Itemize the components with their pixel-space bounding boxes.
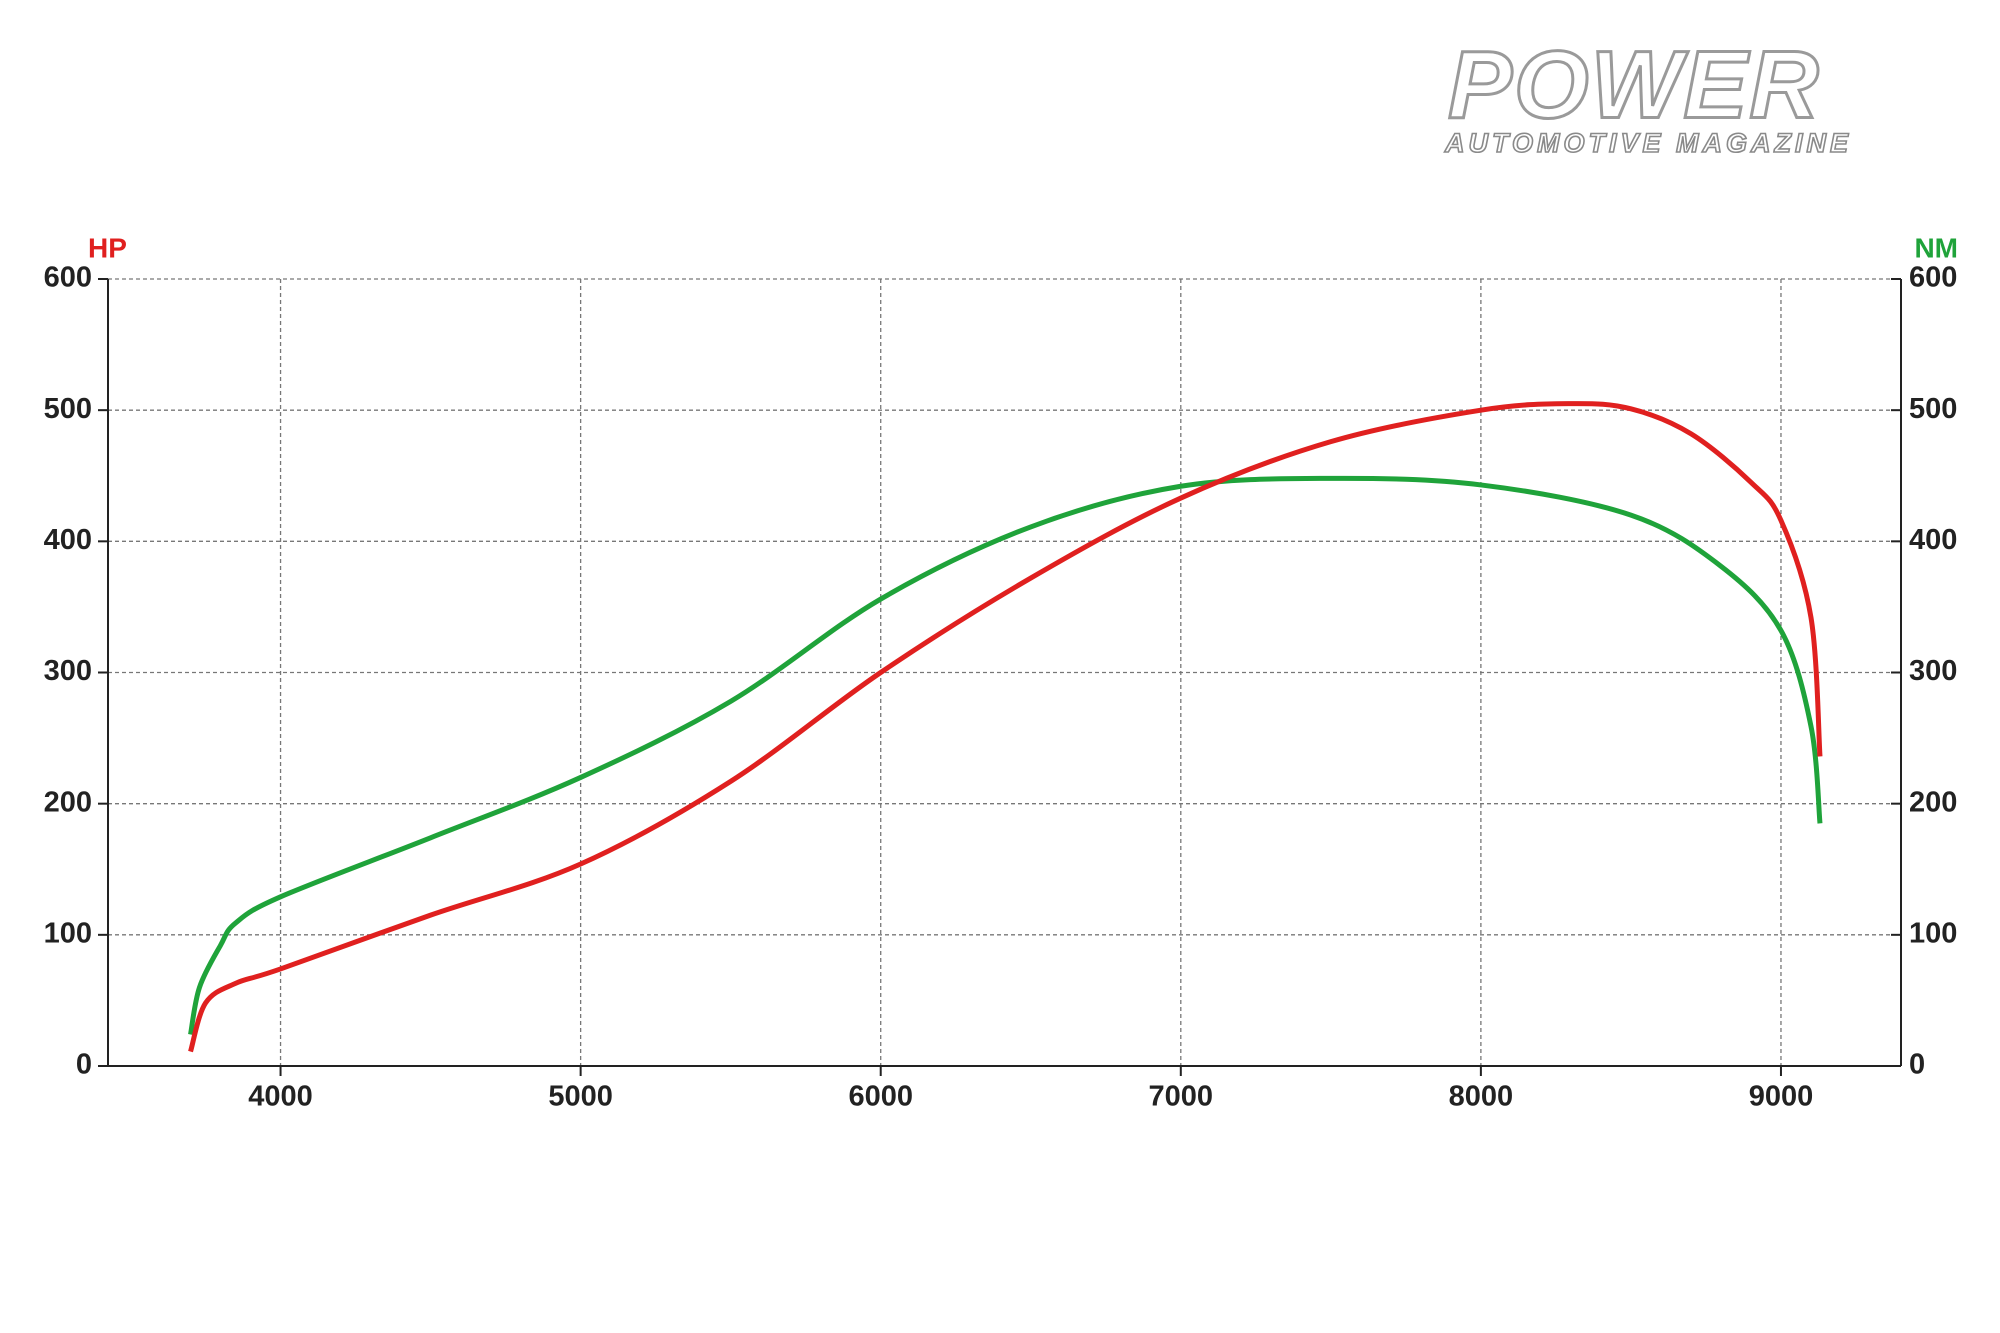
series-line <box>188 475 1823 1035</box>
x-tick-label: 5000 <box>548 1081 613 1113</box>
x-tick-label: 9000 <box>1749 1081 1814 1113</box>
y-tick-label: 100 <box>44 917 92 949</box>
y-tick-label: 300 <box>44 655 92 687</box>
y2-tick-label: 600 <box>1909 262 1957 294</box>
x-tick-label: 6000 <box>848 1081 913 1113</box>
logo-subtitle: AUTOMOTIVE MAGAZINE <box>1444 128 1852 158</box>
x-tick-label: 7000 <box>1149 1081 1214 1113</box>
y-tick-label: 500 <box>44 393 92 425</box>
y2-tick-label: 400 <box>1909 524 1957 556</box>
x-tick-label: 4000 <box>248 1081 313 1113</box>
y-tick-label: 200 <box>44 786 92 818</box>
y2-tick-label: 500 <box>1909 393 1957 425</box>
y2-axis-label: NM <box>1914 232 1958 263</box>
series-line <box>188 401 1823 1053</box>
y2-tick-label: 300 <box>1909 655 1957 687</box>
y-axis-label: HP <box>88 232 127 263</box>
y2-tick-label: 100 <box>1909 917 1957 949</box>
y2-tick-label: 200 <box>1909 786 1957 818</box>
y-tick-label: 600 <box>44 262 92 294</box>
y2-tick-label: 0 <box>1909 1049 1925 1081</box>
x-tick-label: 8000 <box>1449 1081 1514 1113</box>
logo-title: POWER <box>1448 31 1821 138</box>
y-tick-label: 0 <box>76 1049 92 1081</box>
y-tick-label: 400 <box>44 524 92 556</box>
